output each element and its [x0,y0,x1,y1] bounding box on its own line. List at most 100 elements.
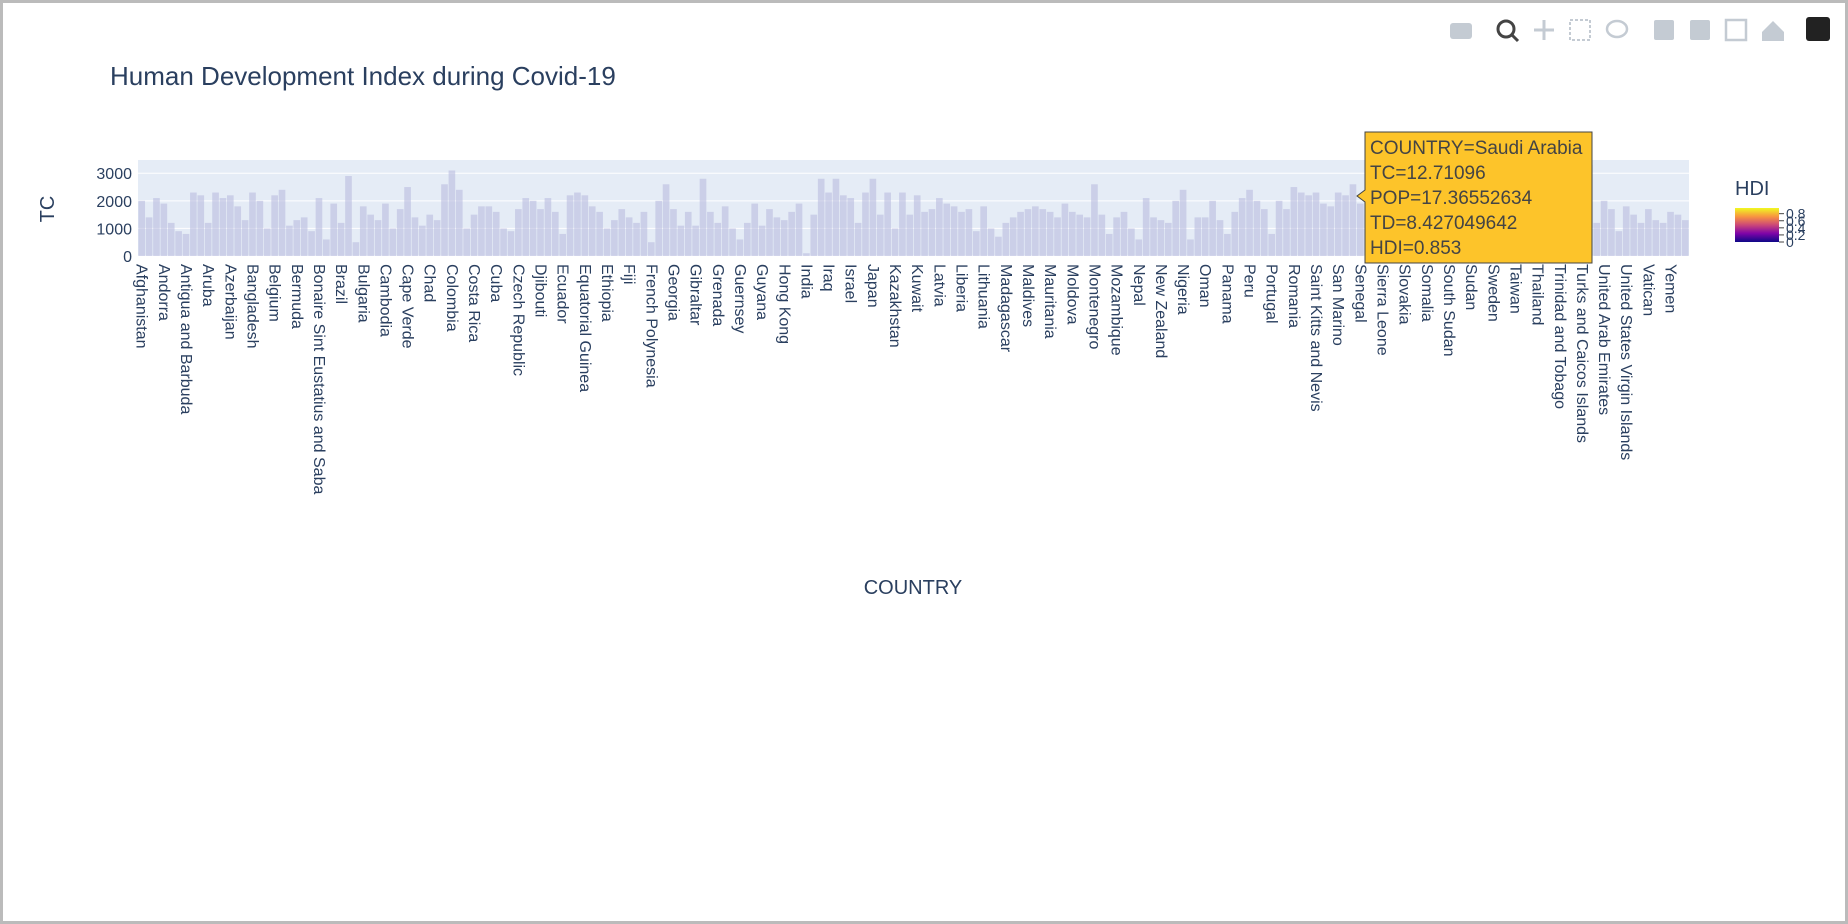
x-tick-label: Lithuania [975,264,992,329]
bar [1135,239,1143,256]
x-tick-label: Senegal [1351,264,1368,323]
x-tick-label: Mauritania [1041,264,1058,339]
bar [1224,233,1231,256]
bar [1342,195,1349,256]
bar [847,198,855,256]
x-tick-label: Taiwan [1506,264,1523,314]
x-tick-label: San Marino [1329,264,1346,346]
bar [980,206,987,256]
lasso-icon[interactable] [1605,19,1629,39]
pan-icon[interactable] [1534,20,1554,40]
x-tick-label: Bulgaria [354,264,371,323]
x-tick-label: Kuwait [908,264,925,313]
bar [795,203,803,256]
x-tick-label: Oman [1196,264,1213,308]
bar [234,206,242,256]
x-tick-label: Djibouti [532,264,549,317]
x-tick-label: Gibraltar [687,264,704,326]
x-tick-label: Cape Verde [399,264,416,349]
x-tick-label: Ethiopia [598,264,615,322]
bar [921,211,928,256]
bar [382,203,389,256]
bar [219,198,227,256]
bar [936,198,943,256]
x-tick-label: Thailand [1529,264,1546,325]
bar [1091,184,1098,256]
bar [1297,192,1305,256]
bar [1290,187,1298,256]
tooltip-line: TD=8.427049642 [1370,213,1517,234]
zoom-out-icon[interactable] [1690,20,1710,40]
bar [566,195,574,256]
y-tick-label: 2000 [96,194,132,211]
tooltip-line: HDI=0.853 [1370,238,1461,259]
bar [167,222,175,256]
x-tick-label: Portugal [1263,264,1280,324]
x-tick-label: Nigeria [1174,264,1191,315]
bar [204,222,212,256]
x-tick-label: Costa Rica [465,264,482,342]
bar [574,192,581,256]
bar [419,225,426,256]
bar [684,211,692,256]
x-tick-label: Sudan [1462,264,1479,310]
bar [1260,209,1268,256]
x-tick-label: Afghanistan [133,264,150,349]
bar [160,203,168,256]
bar [1349,184,1357,256]
bar [1128,228,1135,256]
bar [854,222,862,256]
colorbar-tick-label: 0.6 [1786,213,1806,229]
colorbar-tick-label: 0.8 [1786,206,1806,222]
plotly-logo[interactable] [1806,17,1830,41]
x-tick-label: Slovakia [1396,264,1413,325]
bar [352,242,360,256]
bar [588,206,596,256]
autoscale-icon[interactable] [1724,18,1748,42]
bar [625,217,633,256]
zoom-in-icon[interactable] [1654,20,1674,40]
bar [810,214,818,256]
x-tick-label: Moldova [1063,264,1080,325]
bar [662,184,670,256]
bar [1201,217,1209,256]
x-tick-label: Hong Kong [775,264,792,344]
bar [1105,233,1113,256]
bar [1659,222,1667,256]
colorbar-tick-label: 0.2 [1786,227,1806,243]
bar [478,206,485,256]
bar [840,195,847,256]
zoom-icon[interactable] [1496,19,1516,39]
x-tick-label: Nepal [1130,264,1147,306]
bar [1157,220,1165,256]
x-tick-label: Equatorial Guinea [576,264,593,392]
bar [323,239,330,256]
home-icon[interactable] [1762,21,1784,41]
modebar[interactable] [1450,17,1830,43]
x-tick-label: Liberia [953,264,970,312]
bar [714,222,722,256]
camera-icon[interactable] [1450,23,1472,39]
bar [950,206,958,256]
bar [308,231,315,256]
bar [913,195,921,256]
bar [729,228,736,256]
bar [780,220,788,256]
x-tick-label: Cuba [487,264,504,302]
bar [611,220,618,256]
bar [943,203,951,256]
bar [138,200,146,256]
bar [633,222,640,256]
x-tick-label: Latvia [930,264,947,307]
bar [1113,217,1120,256]
bar [987,228,995,256]
bar [1231,211,1239,256]
bar [773,217,781,256]
select-icon[interactable] [1569,19,1591,41]
bar [470,214,478,256]
bar [345,176,352,256]
bar [1002,222,1010,256]
bar [1312,192,1320,256]
